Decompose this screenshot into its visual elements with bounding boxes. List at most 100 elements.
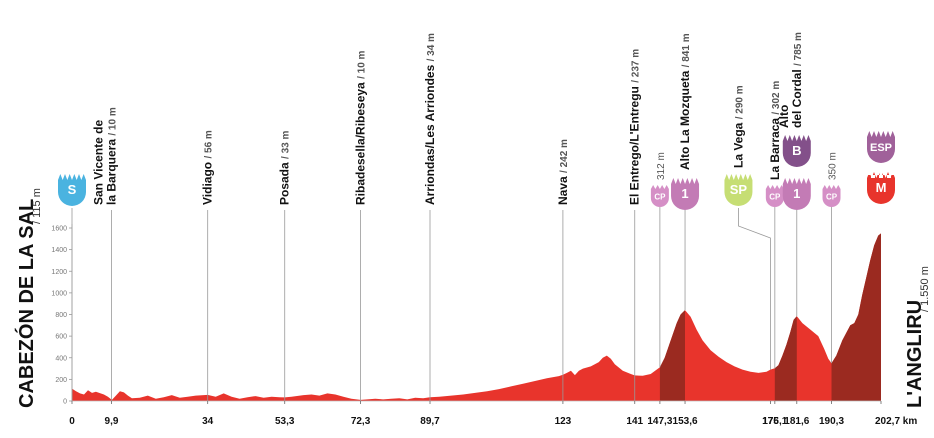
start-badge-label: S [68, 182, 77, 197]
annotation-11: CP La Barraca / 302 m [765, 81, 784, 369]
sprint-badge-label: SP [730, 182, 748, 197]
finish-category-badge-shape [867, 131, 895, 163]
cat-badge-label: B [792, 143, 801, 158]
start-name: CABEZÓN DE LA SAL [14, 199, 38, 408]
annotation-6: Nava / 242 m [556, 139, 570, 401]
profile-area [72, 233, 881, 401]
km-label: 190,3 [819, 416, 844, 427]
start-badge: S [58, 174, 86, 206]
annotation-9: 1 Alto La Mozqueta / 841 m [671, 33, 700, 311]
y-tick-label: 400 [55, 355, 67, 362]
annotation-alt: / 10 m [108, 107, 119, 135]
cp-badge: CP [822, 185, 841, 207]
km-label: 176,1 [762, 416, 787, 427]
annotation-name: Ribadesella/Ribeseya / 10 m [354, 50, 368, 205]
km-label: 34 [202, 416, 214, 427]
cat1-badge-label: 1 [793, 186, 800, 201]
checker [883, 172, 887, 175]
finish-category-badge: ESP [867, 131, 895, 163]
annotation-alt: 350 m [828, 152, 839, 180]
y-tick-label: 1000 [51, 290, 67, 297]
annotation-13: CP 350 m [822, 152, 841, 364]
finish-category-badge-label: ESP [870, 142, 892, 154]
annotation-12: 1 B Alto del Cordal / 785 m [777, 32, 811, 317]
start-finish-markers: CABEZÓN DE LA SAL L'ANGLIRU S ESP M / 115 m… [14, 131, 931, 408]
annotation-1: San Vicente de la Barquera / 10 m [92, 107, 119, 401]
start-alt: / 115 m [31, 188, 43, 224]
annotation-alt: / 841 m [681, 33, 692, 67]
annotation-alt: 312 m [656, 152, 667, 180]
cp-badge-label: CP [654, 193, 666, 202]
annotation-alt: / 290 m [734, 85, 745, 119]
location-annotations: San Vicente de la Barquera / 10 m Vidiago … [92, 32, 841, 401]
cp-badge-label: CP [769, 193, 781, 202]
start-badge-shape [58, 174, 86, 206]
climb-area-3 [831, 233, 881, 401]
annotation-7: El Entrego/L'Entregu / 237 m [628, 49, 642, 401]
cp-badge-shape [822, 185, 841, 207]
checker [887, 175, 891, 178]
annotation-name: Alto La Mozqueta / 841 m [678, 33, 692, 170]
cat-badge-shape [782, 135, 811, 167]
annotation-name: Nava / 242 m [556, 139, 570, 205]
annotation-name: del Cordal / 785 m [790, 32, 804, 128]
km-label: 72,3 [351, 416, 371, 427]
annotation-name: Vidiago / 56 m [201, 130, 215, 205]
annotation-name: La Barraca / 302 m [768, 81, 782, 180]
y-tick-label: 1200 [51, 269, 67, 276]
checker [867, 172, 871, 175]
cat1-badge: 1 [671, 178, 700, 211]
cp-badge-shape [765, 185, 784, 207]
annotation-name: Alto [777, 105, 791, 128]
km-label: 202,7 km [875, 416, 917, 427]
km-label: 53,3 [275, 416, 295, 427]
annotation-name: San Vicente de [92, 120, 106, 205]
checker [879, 175, 883, 178]
km-label: 9,9 [105, 416, 119, 427]
finish-badge-shape [867, 172, 895, 204]
sprint-badge: SP [724, 174, 753, 207]
km-label: 89,7 [420, 416, 440, 427]
y-tick-label: 600 [55, 334, 67, 341]
finish-badge-label: M [876, 180, 887, 195]
annotation-name: La Vega / 290 m [731, 85, 745, 168]
annotation-alt: / 33 m [281, 131, 292, 159]
annotation-2: Vidiago / 56 m [201, 130, 215, 401]
annotation-5: Arriondas/Les Arriondes / 34 m [423, 33, 437, 401]
cat1-badge-shape [782, 178, 811, 211]
annotation-alt: / 10 m [357, 50, 368, 78]
annotation-4: Ribadesella/Ribeseya / 10 m [354, 50, 368, 401]
y-tick-label: 1400 [51, 247, 67, 254]
y-tick-label: 1600 [51, 226, 67, 233]
cat1-badge: 1 [782, 178, 811, 211]
annotation-10: SP La Vega / 290 m [724, 85, 771, 370]
cp-badge: CP [650, 185, 669, 207]
km-label: 147,3 [647, 416, 672, 427]
annotation-alt: / 56 m [204, 130, 215, 158]
y-tick-label: 0 [63, 399, 67, 406]
km-label: 181,6 [784, 416, 809, 427]
km-label: 153,6 [673, 416, 698, 427]
y-axis: 1600 1400 1200 1000 800 600 400 200 0 [51, 224, 881, 406]
km-label: 0 [69, 416, 75, 427]
annotation-name: Arriondas/Les Arriondes / 34 m [423, 33, 437, 205]
profile-fill-layer [72, 233, 881, 401]
climb-area-1 [659, 310, 685, 401]
cp-badge-shape [650, 185, 669, 207]
climb-area-2 [774, 316, 797, 401]
annotation-name: Posada / 33 m [278, 131, 292, 205]
annotation-alt: / 242 m [559, 139, 570, 173]
checker [891, 172, 895, 175]
y-tick-label: 200 [55, 377, 67, 384]
annotation-name: El Entrego/L'Entregu / 237 m [628, 49, 642, 205]
finish-badge: M [867, 172, 895, 204]
y-tick-label: 800 [55, 312, 67, 319]
sprint-badge-shape [724, 174, 753, 207]
km-label: 123 [555, 416, 572, 427]
annotation-alt: / 302 m [771, 81, 782, 115]
finish-alt: / 1.550 m [919, 266, 931, 312]
km-label: 141 [626, 416, 643, 427]
finish-name: L'ANGLIRU [904, 300, 926, 408]
annotation-8: CP 312 m [650, 152, 669, 368]
